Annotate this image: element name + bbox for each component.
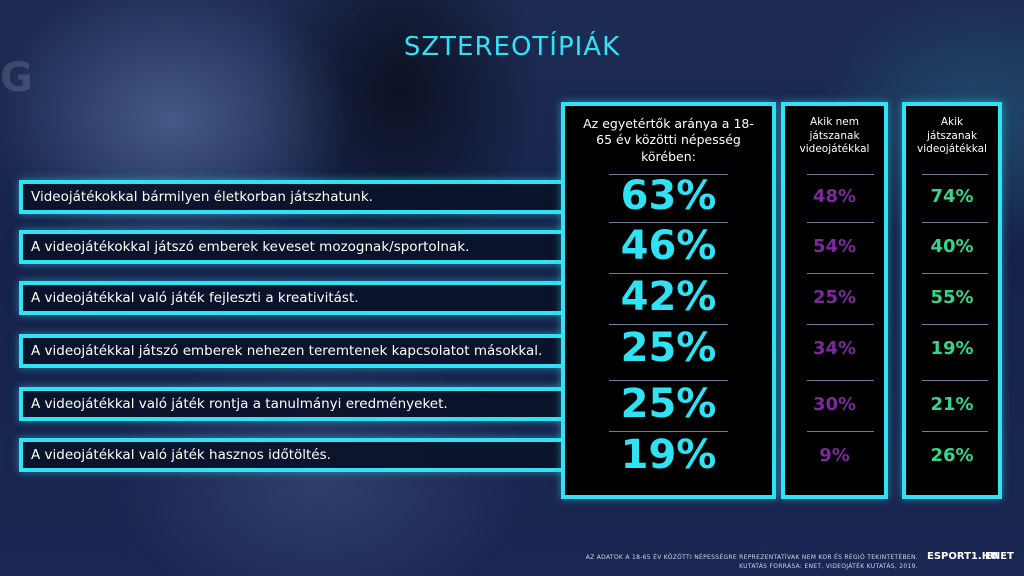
row-separator	[922, 273, 988, 274]
row-separator	[807, 273, 874, 274]
row-separator	[922, 174, 988, 175]
statement-text: A videojátékkal való játék rontja a tanu…	[31, 396, 448, 412]
row-separator	[807, 222, 874, 223]
row-separator	[922, 222, 988, 223]
value-all: 46%	[620, 223, 717, 269]
panel-non-players: Akik nem játszanak videojátékkal 48% 54% 2…	[781, 102, 888, 499]
value-non-players: 34%	[812, 338, 857, 360]
statement-text: A videojátékkal való játék fejleszti a k…	[31, 290, 359, 306]
header-players: Akik játszanak videojátékkal	[917, 116, 987, 156]
value-all: 25%	[620, 325, 717, 371]
row-separator	[922, 431, 988, 432]
value-all: 19%	[620, 432, 717, 478]
statement-text: A videojátékkal játszó emberek nehezen t…	[31, 343, 543, 359]
header-non-players: Akik nem játszanak videojátékkal	[799, 116, 870, 156]
value-players: 55%	[930, 287, 974, 309]
statement-row: A videojátékkal való játék rontja a tanu…	[19, 387, 565, 421]
value-players: 19%	[930, 338, 974, 360]
value-all: 42%	[620, 274, 717, 320]
row-separator	[922, 380, 988, 381]
row-separator	[609, 174, 728, 175]
value-players: 26%	[930, 445, 974, 467]
value-all: 25%	[620, 381, 717, 427]
row-separator	[609, 273, 728, 274]
value-non-players: 9%	[819, 445, 850, 467]
row-separator	[609, 222, 728, 223]
footnote-line-1: AZ ADATOK A 18-65 ÉV KÖZÖTTI NÉPESSÉGRE …	[585, 554, 918, 561]
statement-row: A videojátékkal való játék fejleszti a k…	[19, 281, 565, 315]
value-all: 63%	[620, 173, 717, 219]
statement-row: A videojátékkal játszó emberek nehezen t…	[19, 334, 565, 368]
panel-players: Akik játszanak videojátékkal 74% 40% 55% 19…	[902, 102, 1002, 499]
esport-logo: ESPORT1.HU	[927, 551, 999, 562]
row-separator	[807, 324, 874, 325]
panel-all-population: Az egyetértők aránya a 18-65 év közötti …	[561, 102, 776, 499]
row-separator	[807, 380, 874, 381]
header-all-population: Az egyetértők aránya a 18-65 év közötti …	[583, 116, 754, 164]
statement-text: A videojátékkal való játék hasznos időtö…	[31, 447, 331, 463]
row-separator	[609, 324, 728, 325]
row-separator	[807, 174, 874, 175]
value-non-players: 30%	[812, 394, 857, 416]
statement-text: Videojátékokkal bármilyen életkorban ját…	[31, 189, 373, 205]
row-separator	[609, 380, 728, 381]
statement-row: A videojátékkal való játék hasznos időtö…	[19, 438, 565, 472]
statement-row: A videojátékokkal játszó emberek keveset…	[19, 230, 565, 264]
background-logo: G	[0, 55, 37, 101]
footnote-line-2: KUTATÁS FORRÁSA: ENET, VIDEOJÁTÉK KUTATÁ…	[739, 563, 918, 570]
value-non-players: 48%	[812, 186, 857, 208]
value-players: 74%	[930, 186, 974, 208]
row-separator	[922, 324, 988, 325]
row-separator	[609, 431, 728, 432]
page-title: SZTEREOTÍPIÁK	[403, 32, 621, 62]
statement-row: Videojátékokkal bármilyen életkorban ját…	[19, 180, 565, 214]
value-players: 40%	[930, 236, 974, 258]
statement-text: A videojátékokkal játszó emberek keveset…	[31, 239, 470, 255]
footnote: AZ ADATOK A 18-65 ÉV KÖZÖTTI NÉPESSÉGRE …	[586, 553, 918, 571]
value-non-players: 25%	[812, 287, 857, 309]
row-separator	[807, 431, 874, 432]
value-players: 21%	[930, 394, 974, 416]
enet-logo: ENET	[985, 551, 1014, 562]
value-non-players: 54%	[812, 236, 857, 258]
